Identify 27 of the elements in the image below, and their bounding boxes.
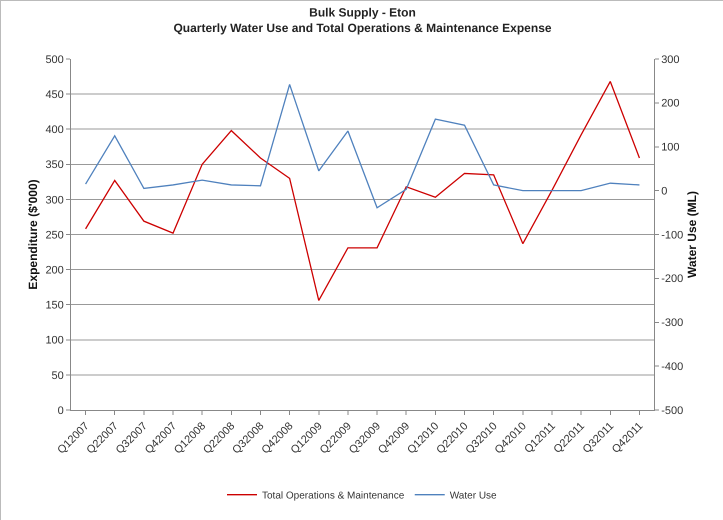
y2-tick-label: 200 (661, 98, 680, 110)
y-tick-label: 450 (45, 88, 64, 101)
legend-label: Total Operations & Maintenance (262, 490, 405, 502)
y2-tick-label: 0 (661, 185, 668, 198)
y2-tick-label: -200 (661, 273, 684, 286)
y-tick-label: 500 (45, 54, 64, 66)
y2-tick-label: -400 (661, 360, 684, 373)
legend-label: Water Use (450, 490, 498, 502)
chart-title: Bulk Supply - Eton Quarterly Water Use and Total Operations & Maintenance Expense (173, 6, 552, 36)
y2-tick-label: -300 (661, 317, 684, 330)
y-tick-label: 50 (52, 370, 64, 382)
y-tick-label: 300 (45, 194, 64, 206)
y2-tick-label: -500 (661, 404, 684, 417)
y-axis-title: Expenditure ($'000) (26, 179, 40, 290)
y2-tick-label: 100 (661, 142, 680, 154)
y-tick-label: 0 (58, 404, 64, 417)
y-tick-label: 400 (45, 124, 64, 136)
line-series (84, 84, 640, 208)
y-tick-label: 350 (45, 159, 64, 172)
line-series (84, 80, 640, 302)
y2-tick-label: 300 (661, 54, 680, 66)
y-tick-label: 100 (45, 334, 64, 347)
y-tick-label: 150 (45, 300, 64, 312)
y2-tick-label: -100 (661, 229, 684, 242)
y-tick-label: 250 (45, 229, 64, 242)
y2-axis-title: Water Use (ML) (685, 191, 700, 278)
y-tick-label: 200 (45, 264, 64, 276)
